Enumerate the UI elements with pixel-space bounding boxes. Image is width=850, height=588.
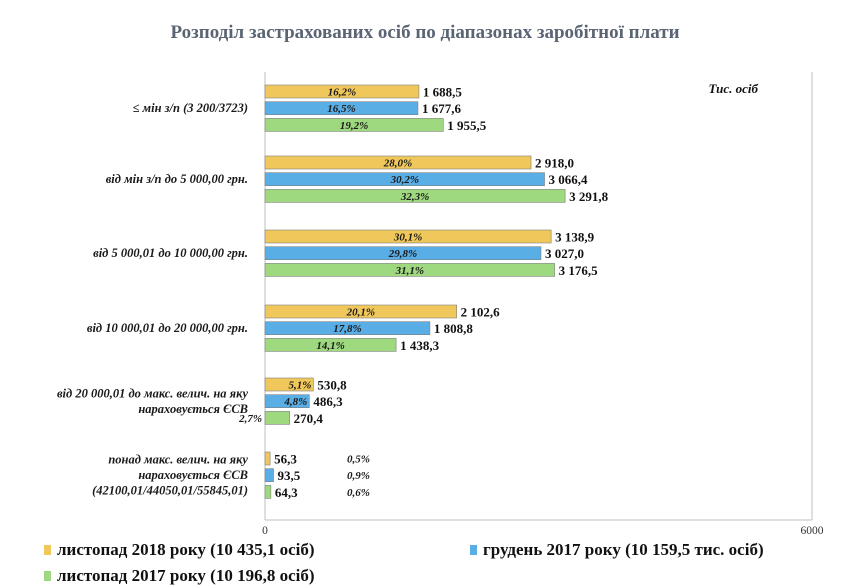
percent-label-nov-2017: 14,1%	[316, 340, 344, 352]
chart-title: Розподіл застрахованих осіб по діапазона…	[170, 22, 680, 43]
legend-label-nov-2017: листопад 2017 року (10 196,8 осіб)	[57, 566, 315, 585]
percent-label-nov-2017: 2,7%	[238, 413, 262, 425]
value-label-nov-2018: 2 918,0	[535, 156, 574, 171]
percent-label-dec-2017: 0,9%	[347, 470, 370, 482]
percent-label-nov-2018: 16,2%	[328, 87, 356, 99]
category-label: від мін з/п до 5 000,00 грн.	[106, 172, 248, 186]
percent-label-dec-2017: 30,2%	[390, 174, 419, 186]
value-label-dec-2017: 3 066,4	[549, 172, 589, 187]
bar-nov-2018	[264, 304, 457, 319]
percent-label-dec-2017: 16,5%	[327, 103, 355, 115]
bar-nov-2018	[264, 377, 314, 392]
value-label-nov-2017: 3 291,8	[569, 189, 609, 204]
percent-label-nov-2018: 0,5%	[347, 454, 370, 466]
x-tick-label: 0	[262, 525, 268, 537]
bar-nov-2017	[264, 118, 444, 132]
percent-label-dec-2017: 17,8%	[333, 323, 361, 335]
plot-area: 0 6000 Тис. осіб ≤ мін з/п (3 200/3723) від …	[57, 72, 824, 537]
bar-nov-2017	[264, 338, 397, 352]
value-label-dec-2017: 93,5	[278, 468, 301, 483]
value-label-nov-2017: 270,4	[294, 411, 324, 426]
percent-label-nov-2017: 19,2%	[340, 120, 368, 132]
legend-swatch-nov-2018	[44, 545, 51, 555]
percent-label-nov-2017: 32,3%	[400, 191, 429, 203]
category-label: ≤ мін з/п (3 200/3723)	[133, 101, 248, 115]
percent-label-nov-2018: 5,1%	[288, 380, 311, 392]
value-label-dec-2017: 3 027,0	[545, 246, 584, 261]
percent-label-nov-2018: 30,1%	[393, 232, 422, 244]
value-label-dec-2017: 1 677,6	[422, 101, 462, 116]
value-label-nov-2017: 3 176,5	[559, 263, 599, 278]
legend-item-dec-2017: грудень 2017 року (10 159,5 тис. осіб)	[470, 540, 764, 560]
percent-label-dec-2017: 29,8%	[388, 248, 417, 260]
value-label-nov-2017: 1 955,5	[447, 118, 487, 133]
bar-dec-2017	[264, 101, 419, 115]
bar-nov-2017	[264, 485, 272, 499]
category-label: від 20 000,01 до макс. велич. на яку	[57, 386, 248, 400]
percent-label-nov-2017: 31,1%	[395, 265, 424, 277]
category-label: нараховується ЄСВ	[138, 402, 248, 416]
percent-label-nov-2017: 0,6%	[347, 487, 370, 499]
legend-swatch-nov-2017	[44, 571, 51, 581]
value-label-nov-2018: 530,8	[317, 378, 347, 393]
bar-nov-2017	[264, 189, 566, 203]
unit-label: Тис. осіб	[709, 81, 759, 96]
value-label-nov-2018: 1 688,5	[423, 85, 463, 100]
value-label-dec-2017: 486,3	[313, 394, 343, 409]
legend-label-dec-2017: грудень 2017 року (10 159,5 тис. осіб)	[483, 540, 764, 559]
bar-dec-2017	[264, 321, 431, 336]
percent-label-dec-2017: 4,8%	[283, 396, 307, 408]
value-label-dec-2017: 1 808,8	[434, 321, 474, 336]
bar-nov-2017	[264, 263, 555, 277]
value-label-nov-2018: 2 102,6	[461, 305, 501, 320]
category-label: від 5 000,01 до 10 000,00 грн.	[93, 246, 248, 260]
bar-nov-2018	[264, 84, 420, 99]
category-label: понад макс. велич. на яку	[108, 453, 248, 467]
bar-dec-2017	[264, 468, 274, 483]
bar-nov-2017	[264, 411, 290, 425]
legend-label-nov-2018: листопад 2018 року (10 435,1 осіб)	[57, 540, 315, 559]
value-label-nov-2017: 1 438,3	[400, 338, 440, 353]
value-label-nov-2018: 3 138,9	[555, 230, 595, 245]
bar-nov-2018	[264, 451, 271, 466]
category-label: (42100,01/44050,01/55845,01)	[92, 484, 248, 498]
bar-dec-2017	[264, 246, 542, 260]
percent-label-nov-2018: 28,0%	[383, 158, 412, 170]
x-tick-label: 6000	[801, 525, 824, 537]
category-label: від 10 000,01 до 20 000,00 грн.	[87, 321, 248, 335]
legend-swatch-dec-2017	[470, 545, 477, 555]
percent-label-nov-2018: 20,1%	[346, 307, 375, 319]
bar-dec-2017	[264, 394, 310, 409]
bar-dec-2017	[264, 172, 545, 186]
category-label: нараховується ЄСВ	[138, 468, 248, 482]
legend-item-nov-2018: листопад 2018 року (10 435,1 осіб)	[44, 540, 315, 560]
legend-item-nov-2017: листопад 2017 року (10 196,8 осіб)	[44, 566, 315, 586]
value-label-nov-2017: 64,3	[275, 485, 298, 500]
bar-nov-2018	[264, 229, 552, 244]
value-label-nov-2018: 56,3	[274, 452, 297, 467]
bar-nov-2018	[264, 155, 532, 170]
